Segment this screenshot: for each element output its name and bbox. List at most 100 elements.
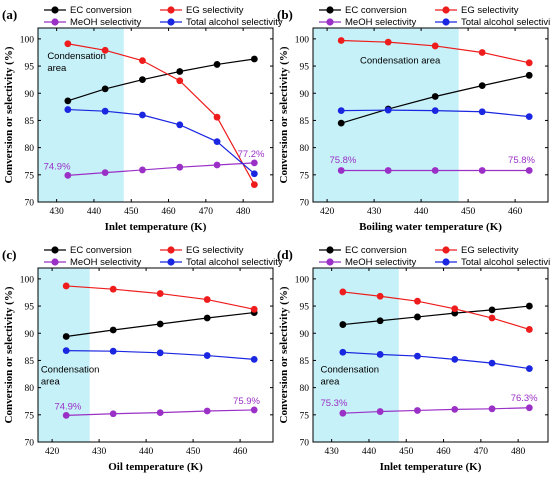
x-tick-label: 450: [399, 447, 414, 457]
data-point-eg: [451, 305, 459, 313]
plot-frame: [37, 267, 274, 443]
data-point-ec: [139, 76, 146, 84]
series-line-eg: [342, 291, 530, 331]
y-tick-label: 100: [20, 35, 35, 45]
legend-item-eg: EG selectivity: [160, 245, 244, 256]
x-tick-label: 430: [92, 447, 107, 457]
data-point-total: [431, 107, 439, 115]
data-point-eg: [250, 181, 258, 189]
y-tick-label: 100: [20, 275, 35, 285]
panel-label: (d): [277, 247, 293, 262]
legend-item-meoh: MeOH selectivity: [44, 17, 142, 28]
data-point-total: [451, 355, 459, 363]
series-line-eg: [66, 285, 255, 310]
data-point-meoh: [176, 163, 184, 171]
x-axis-title: Inlet temperature (K): [105, 221, 207, 233]
data-point-total: [139, 111, 146, 119]
data-point-total: [64, 106, 72, 113]
data-point-eg: [250, 305, 258, 313]
data-point-meoh: [431, 167, 439, 174]
legend-marker: [326, 18, 334, 26]
data-point-total: [156, 349, 164, 357]
data-point-total: [213, 138, 221, 146]
legend-label: MeOH selectivity: [345, 17, 417, 28]
data-point-total: [109, 347, 117, 355]
y-tick-label: 70: [300, 199, 310, 209]
y-tick-label: 90: [25, 90, 35, 100]
value-annotation: 75.9%: [233, 396, 260, 407]
legend-item-ec: EC conversion: [44, 245, 132, 256]
legend-marker: [442, 246, 450, 254]
data-point-eg: [176, 77, 184, 85]
y-tick-label: 70: [25, 439, 35, 449]
value-annotation: 74.9%: [44, 161, 71, 172]
legend-marker: [326, 246, 334, 254]
y-tick-label: 90: [300, 330, 310, 340]
legend-marker: [51, 6, 59, 14]
legend-item-eg: EG selectivity: [160, 5, 244, 16]
data-point-eg: [109, 285, 117, 293]
y-tick-label: 85: [300, 117, 310, 127]
legend-label: Total alcohol selectivity: [461, 17, 550, 28]
data-point-eg: [339, 288, 347, 296]
series-line-total: [342, 351, 530, 370]
legend-label: Total alcohol selectivity: [186, 257, 283, 268]
x-tick-label: 450: [186, 447, 201, 457]
data-point-ec: [213, 61, 221, 68]
legend-item-ec: EC conversion: [319, 245, 407, 256]
y-tick-label: 80: [300, 144, 310, 154]
data-point-eg: [384, 38, 392, 46]
data-point-meoh: [213, 161, 221, 169]
data-point-eg: [64, 40, 72, 48]
data-point-eg: [525, 326, 533, 333]
legend-item-meoh: MeOH selectivity: [44, 257, 142, 268]
y-tick-label: 85: [300, 357, 310, 367]
x-axis-title: Oil temperature (K): [108, 461, 203, 473]
data-point-meoh: [64, 171, 72, 179]
data-point-eg: [525, 59, 533, 67]
data-point-meoh: [414, 407, 421, 414]
legend-marker: [167, 6, 175, 14]
y-tick-label: 75: [300, 411, 310, 421]
data-point-ec: [109, 326, 117, 334]
data-point-ec: [525, 71, 533, 79]
condensation-label-line: area: [47, 63, 67, 74]
legend-label: EG selectivity: [186, 5, 244, 16]
data-point-meoh: [384, 167, 392, 174]
x-axis-title: Inlet temperature (K): [380, 461, 482, 473]
data-point-total: [176, 121, 184, 129]
y-tick-label: 95: [300, 63, 310, 73]
y-axis-title: Conversion or selectivity (%): [278, 286, 290, 423]
data-point-meoh: [156, 409, 164, 417]
y-tick-label: 95: [25, 63, 35, 73]
data-point-ec: [101, 85, 109, 93]
chart-panel-2: Condensation area 70 75 80 85 90 95 100 420 430 44…: [277, 5, 550, 233]
data-point-meoh: [203, 407, 211, 415]
plot-frame: [37, 27, 274, 203]
condensation-label-line: Condensation: [41, 364, 100, 375]
data-point-total: [414, 352, 421, 360]
y-tick-label: 70: [25, 199, 35, 209]
data-point-total: [101, 107, 109, 115]
data-point-meoh: [478, 167, 486, 174]
data-point-meoh: [451, 405, 459, 413]
y-tick-label: 100: [295, 275, 310, 285]
series-line-ec: [67, 58, 255, 102]
x-tick-label: 460: [436, 447, 451, 457]
legend-marker: [326, 6, 334, 14]
condensation-label: Condensation area: [320, 364, 379, 387]
data-point-eg: [139, 57, 146, 65]
legend-item-total: Total alcohol selectivity: [160, 17, 283, 28]
condensation-label: Condensation area: [41, 364, 100, 387]
legend-marker: [167, 246, 175, 254]
chart-panel-4: Condensation area 70 75 80 85 90 95 100 430 440 450…: [277, 245, 550, 473]
y-tick-label: 75: [300, 171, 310, 181]
x-tick-label: 440: [414, 207, 429, 217]
legend-label: EG selectivity: [186, 245, 244, 256]
data-point-meoh: [62, 411, 70, 419]
data-point-ec: [488, 306, 496, 314]
condensation-label-line: Condensation area: [360, 55, 441, 66]
condensation-region: [313, 28, 459, 202]
data-point-meoh: [376, 408, 384, 415]
